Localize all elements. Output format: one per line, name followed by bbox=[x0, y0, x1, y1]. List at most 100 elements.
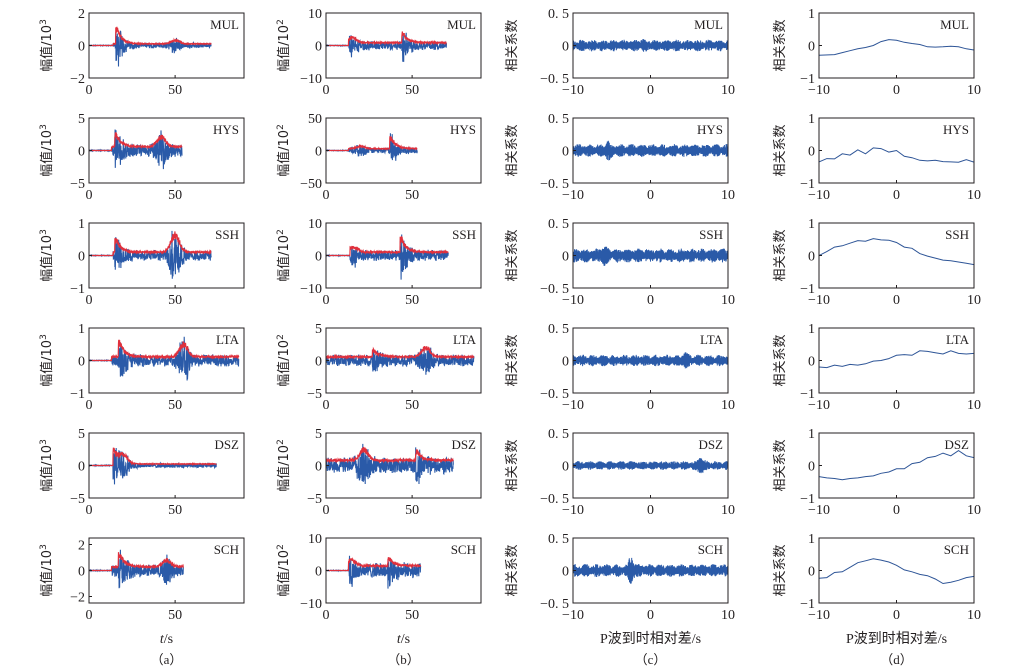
y-tick-label: 0 bbox=[808, 250, 815, 265]
y-tick-label: 0. 5 bbox=[548, 322, 569, 337]
envelope-trace bbox=[89, 132, 183, 152]
station-label: SSH bbox=[452, 227, 476, 242]
waveform-trace bbox=[326, 234, 449, 280]
y-axis-label: 幅值/102 bbox=[276, 334, 292, 387]
y-tick-label: −0. 5 bbox=[540, 72, 569, 87]
y-tick-label: −10 bbox=[300, 597, 322, 612]
correlation-trace bbox=[573, 352, 728, 369]
x-tick-label: 10 bbox=[967, 293, 981, 308]
envelope-trace bbox=[326, 557, 422, 572]
x-tick-label: 50 bbox=[168, 503, 182, 518]
y-tick-label: 5 bbox=[315, 427, 322, 442]
x-tick-label: −10 bbox=[808, 293, 830, 308]
x-tick-label: 10 bbox=[967, 503, 981, 518]
y-tick-label: −50 bbox=[300, 177, 322, 192]
y-axis-label: 幅值/103 bbox=[39, 19, 55, 72]
y-axis-label: 幅值/102 bbox=[276, 229, 292, 282]
y-tick-label: 50 bbox=[308, 112, 322, 127]
waveform-trace bbox=[326, 347, 475, 375]
plot-area bbox=[819, 39, 974, 56]
y-tick-label: 5 bbox=[78, 427, 85, 442]
y-tick-label: −0. 5 bbox=[540, 177, 569, 192]
y-tick-label: 0 bbox=[315, 355, 322, 370]
station-label: SCH bbox=[451, 542, 476, 557]
envelope-trace bbox=[89, 339, 240, 362]
panel-caption: （b） bbox=[387, 652, 420, 667]
y-tick-label: 0 bbox=[562, 460, 569, 475]
y-tick-label: −1 bbox=[800, 177, 815, 192]
x-tick-label: 0 bbox=[86, 293, 93, 308]
x-tick-label: 50 bbox=[168, 398, 182, 413]
station-label: LTA bbox=[700, 332, 724, 347]
plot-area bbox=[89, 447, 217, 485]
y-axis-label: 相关系数 bbox=[505, 124, 520, 176]
y-tick-label: 1 bbox=[808, 322, 815, 337]
y-tick-label: 0 bbox=[808, 355, 815, 370]
x-tick-label: −10 bbox=[808, 188, 830, 203]
x-tick-label: 0 bbox=[323, 398, 330, 413]
x-tick-label: −10 bbox=[808, 83, 830, 98]
y-axis-label: 幅值/102 bbox=[276, 439, 292, 492]
x-tick-label: 0 bbox=[86, 83, 93, 98]
y-tick-label: −1 bbox=[70, 282, 85, 297]
y-tick-label: 10 bbox=[308, 217, 322, 232]
x-tick-label: 0 bbox=[893, 503, 900, 518]
y-tick-label: 5 bbox=[78, 112, 85, 127]
panel-caption: （a） bbox=[151, 652, 183, 667]
x-tick-label: 10 bbox=[967, 188, 981, 203]
x-tick-label: 0 bbox=[893, 293, 900, 308]
plot-area bbox=[573, 39, 728, 52]
x-tick-label: 50 bbox=[405, 503, 419, 518]
plot-area bbox=[573, 557, 728, 584]
correlation-trace bbox=[573, 557, 728, 584]
x-tick-label: 50 bbox=[405, 398, 419, 413]
plot-area bbox=[89, 549, 184, 589]
y-axis-label: 幅值/102 bbox=[276, 124, 292, 177]
x-tick-label: 50 bbox=[168, 293, 182, 308]
y-axis-label: 幅值/102 bbox=[276, 544, 292, 597]
envelope-trace bbox=[326, 31, 447, 47]
x-tick-label: 0 bbox=[86, 503, 93, 518]
x-tick-label: 0 bbox=[647, 608, 654, 623]
y-tick-label: 0 bbox=[808, 565, 815, 580]
station-label: SSH bbox=[945, 227, 969, 242]
station-label: DSZ bbox=[214, 437, 239, 452]
plot-area bbox=[326, 31, 448, 62]
y-tick-label: 0. 5 bbox=[548, 532, 569, 547]
x-tick-label: 10 bbox=[721, 608, 735, 623]
x-tick-label: 0 bbox=[86, 398, 93, 413]
y-tick-label: 0 bbox=[78, 250, 85, 265]
y-tick-label: −5 bbox=[70, 492, 85, 507]
subplot-ssh: 0. 5 0 −0. 5−10 0 10 SSH 相关系数 bbox=[505, 217, 735, 308]
subplot-mul: 0. 5 0 −0. 5−10 0 10 MUL 相关系数 bbox=[505, 7, 735, 98]
y-axis-label: 相关系数 bbox=[505, 544, 520, 596]
y-axis-label: 相关系数 bbox=[773, 19, 788, 71]
y-axis-label: 相关系数 bbox=[773, 229, 788, 281]
station-label: HYS bbox=[943, 122, 969, 137]
x-tick-label: 0 bbox=[893, 398, 900, 413]
plot-area bbox=[819, 449, 974, 481]
x-axis-label: t/s bbox=[160, 632, 173, 647]
envelope-trace bbox=[89, 231, 212, 257]
panel-caption: （c） bbox=[635, 652, 667, 667]
correlation-trace bbox=[573, 39, 728, 52]
y-tick-label: 5 bbox=[315, 322, 322, 337]
envelope-trace bbox=[89, 447, 217, 467]
x-axis-label: P波到时相对差/s bbox=[600, 631, 701, 647]
x-tick-label: −10 bbox=[562, 188, 584, 203]
subplot-sch: 0. 5 0 −0. 5−10 0 10 SCH 相关系数 bbox=[505, 532, 735, 623]
y-axis-label: 相关系数 bbox=[505, 334, 520, 386]
y-tick-label: 0 bbox=[808, 145, 815, 160]
x-tick-label: −10 bbox=[562, 83, 584, 98]
correlation-line bbox=[819, 39, 974, 56]
y-tick-label: −0. 5 bbox=[540, 282, 569, 297]
x-tick-label: 0 bbox=[647, 83, 654, 98]
x-tick-label: −10 bbox=[562, 503, 584, 518]
